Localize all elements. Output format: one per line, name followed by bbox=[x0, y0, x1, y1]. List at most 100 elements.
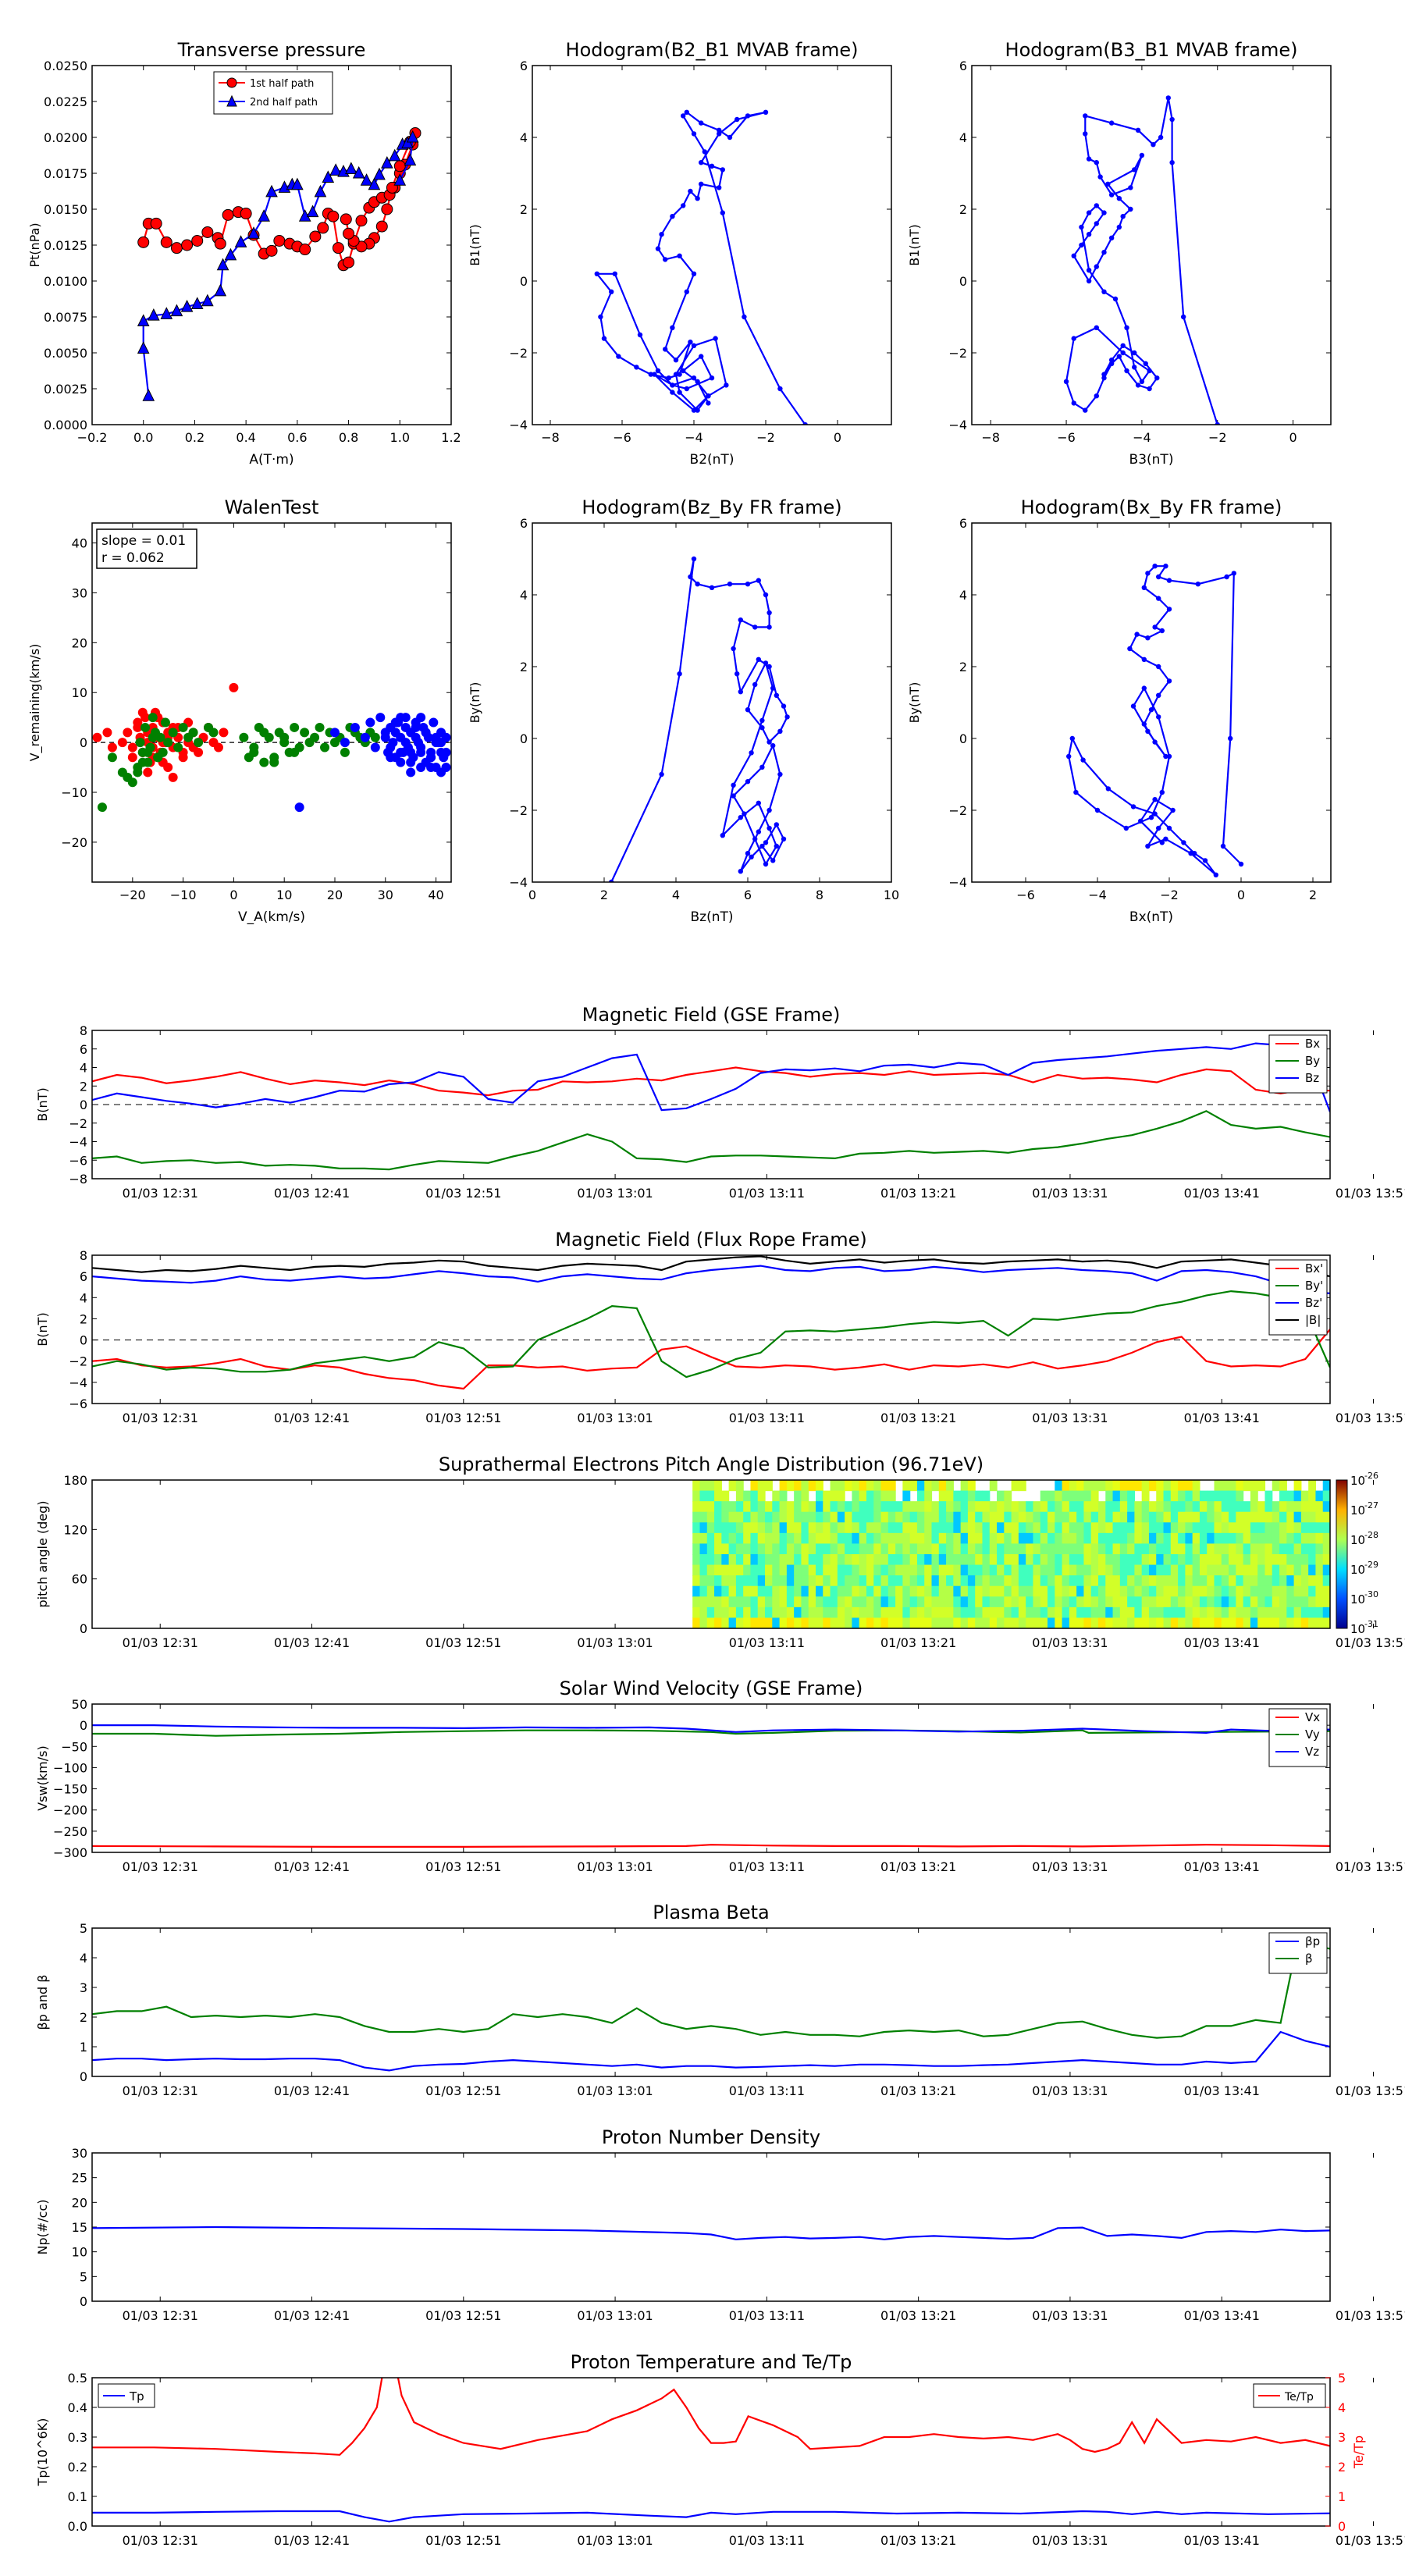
heatmap-cell bbox=[960, 1617, 969, 1628]
y-tick-label: 20 bbox=[72, 2195, 87, 2210]
heatmap-cell bbox=[1192, 1490, 1200, 1502]
data-point bbox=[673, 358, 679, 363]
y-tick-label: 0 bbox=[80, 1718, 87, 1733]
heatmap-cell bbox=[1279, 1596, 1287, 1608]
data-point bbox=[695, 379, 700, 384]
heatmap-cell bbox=[1308, 1501, 1317, 1513]
colorbar-tick: 10-26 bbox=[1350, 1471, 1378, 1488]
y-tick-label: −2 bbox=[509, 803, 528, 818]
heatmap-cell bbox=[714, 1575, 722, 1587]
data-point bbox=[140, 722, 151, 732]
heatmap-cell bbox=[735, 1501, 744, 1513]
heatmap-cell bbox=[830, 1554, 838, 1566]
y-tick-label: 0 bbox=[80, 2069, 87, 2084]
heatmap-cell bbox=[786, 1617, 795, 1628]
heatmap-cell bbox=[1033, 1554, 1041, 1566]
data-point bbox=[1094, 807, 1101, 813]
heatmap-cell bbox=[699, 1490, 708, 1502]
heatmap-cell bbox=[1300, 1532, 1309, 1545]
heatmap-cell bbox=[1192, 1532, 1200, 1545]
series-line-3 bbox=[92, 1255, 1330, 1278]
x-tick-label: −4 bbox=[1133, 430, 1151, 445]
time-tick-label: 01/03 12:41 bbox=[274, 1411, 350, 1425]
heatmap-cell bbox=[794, 1532, 802, 1545]
data-point bbox=[332, 242, 344, 254]
heatmap-cell bbox=[873, 1543, 882, 1555]
heatmap-cell bbox=[895, 1606, 903, 1619]
data-point bbox=[416, 763, 426, 773]
data-point bbox=[127, 777, 137, 788]
heatmap-cell bbox=[989, 1585, 998, 1597]
data-point bbox=[1152, 564, 1158, 569]
heatmap-cell bbox=[873, 1617, 882, 1628]
data-point bbox=[1128, 206, 1133, 212]
heatmap-cell bbox=[1127, 1511, 1135, 1523]
data-point bbox=[756, 578, 761, 583]
heatmap-cell bbox=[989, 1575, 998, 1587]
y-axis-label: Tp(10^6K) bbox=[35, 2418, 50, 2487]
heatmap-cell bbox=[1264, 1490, 1273, 1502]
heatmap-cell bbox=[1156, 1554, 1165, 1566]
heatmap-cell bbox=[916, 1596, 925, 1608]
heatmap-cell bbox=[1170, 1554, 1179, 1566]
heatmap-cell bbox=[757, 1575, 766, 1587]
heatmap-cell bbox=[815, 1575, 823, 1587]
heatmap-cell bbox=[1199, 1585, 1208, 1597]
data-layer bbox=[92, 1941, 1330, 2072]
data-point bbox=[1132, 167, 1137, 173]
heatmap-cell bbox=[765, 1501, 773, 1513]
heatmap-cell bbox=[830, 1480, 838, 1492]
heatmap-cell bbox=[1207, 1575, 1215, 1587]
heatmap-cell bbox=[1069, 1585, 1077, 1597]
heatmap-cell bbox=[975, 1532, 984, 1545]
heatmap-cell bbox=[692, 1480, 701, 1492]
heatmap-cell bbox=[1083, 1532, 1092, 1545]
data-point bbox=[1101, 250, 1107, 255]
x-tick-label: −10 bbox=[170, 888, 197, 902]
data-point bbox=[127, 753, 137, 763]
heatmap-cell bbox=[1185, 1575, 1193, 1587]
heatmap-cell bbox=[982, 1501, 991, 1513]
data-point bbox=[691, 375, 697, 381]
heatmap-cell bbox=[1083, 1543, 1092, 1555]
time-tick-label: 01/03 13:21 bbox=[880, 1411, 956, 1425]
heatmap-cell bbox=[1040, 1617, 1048, 1628]
heatmap-cell bbox=[1062, 1585, 1070, 1597]
heatmap-cell bbox=[757, 1480, 766, 1492]
heatmap-cell bbox=[960, 1490, 969, 1502]
heatmap-cell bbox=[1112, 1554, 1121, 1566]
heatmap-cell bbox=[1018, 1532, 1026, 1545]
heatmap-cell bbox=[728, 1501, 737, 1513]
heatmap-cell bbox=[757, 1532, 766, 1545]
heatmap-cell bbox=[1199, 1543, 1208, 1555]
heatmap-cell bbox=[982, 1522, 991, 1534]
legend-box bbox=[1268, 1932, 1328, 1974]
data-point bbox=[1156, 825, 1161, 831]
time-tick-label: 01/03 13:31 bbox=[1032, 2308, 1108, 2323]
heatmap-cell bbox=[772, 1606, 781, 1619]
data-point bbox=[1152, 811, 1158, 817]
heatmap-cell bbox=[946, 1585, 954, 1597]
data-point bbox=[1139, 152, 1145, 158]
heatmap-cell bbox=[1090, 1490, 1099, 1502]
heatmap-cell bbox=[887, 1532, 896, 1545]
data-point bbox=[360, 173, 373, 186]
heatmap-cell bbox=[1300, 1585, 1309, 1597]
heatmap-cell bbox=[837, 1511, 845, 1523]
data-point bbox=[1156, 692, 1161, 698]
heatmap-cell bbox=[1127, 1564, 1135, 1576]
heatmap-cell bbox=[1257, 1585, 1266, 1597]
heatmap-cell bbox=[1279, 1617, 1287, 1628]
x-tick-label: −8 bbox=[981, 430, 1000, 445]
data-layer bbox=[92, 1255, 1330, 1390]
data-point bbox=[1127, 646, 1133, 652]
heatmap-cell bbox=[808, 1480, 816, 1492]
heatmap-cell bbox=[902, 1606, 911, 1619]
heatmap-cell bbox=[1236, 1532, 1244, 1545]
heatmap-cell bbox=[1199, 1617, 1208, 1628]
heatmap-cell bbox=[728, 1617, 737, 1628]
heatmap-cell bbox=[823, 1575, 831, 1587]
heatmap-cell bbox=[1026, 1511, 1034, 1523]
heatmap-cell bbox=[801, 1585, 809, 1597]
